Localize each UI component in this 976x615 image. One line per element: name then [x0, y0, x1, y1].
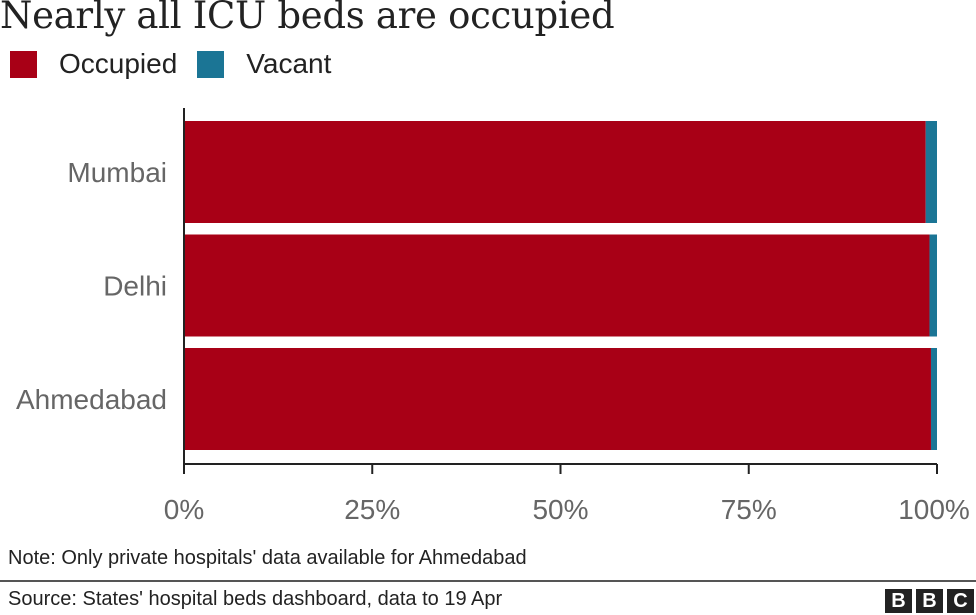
- x-tick-label: 100%: [898, 494, 970, 525]
- bar-occupied-ahmedabad: [184, 348, 931, 450]
- legend: Occupied Vacant: [10, 48, 351, 80]
- bbc-logo-block: B: [885, 589, 912, 613]
- bar-occupied-mumbai: [184, 121, 926, 223]
- bbc-logo-block: C: [947, 589, 974, 613]
- x-tick-label: 25%: [344, 494, 400, 525]
- legend-swatch-occupied: [10, 50, 37, 78]
- category-label: Ahmedabad: [16, 384, 167, 415]
- bar-vacant-ahmedabad: [930, 348, 937, 450]
- x-tick-label: 0%: [164, 494, 204, 525]
- category-label: Delhi: [103, 271, 167, 302]
- bar-chart: Mumbai Delhi Ahmedabad 0% 25% 50% 75% 100%: [16, 108, 970, 525]
- legend-item-vacant: Vacant: [197, 48, 331, 80]
- bbc-logo-block: B: [916, 589, 943, 613]
- legend-swatch-vacant: [197, 50, 225, 78]
- legend-label-vacant: Vacant: [246, 48, 332, 79]
- x-tick-label: 50%: [532, 494, 588, 525]
- legend-item-occupied: Occupied: [10, 48, 177, 80]
- x-tick-label: 75%: [721, 494, 777, 525]
- legend-label-occupied: Occupied: [59, 48, 178, 79]
- chart-source: Source: States' hospital beds dashboard,…: [8, 588, 503, 610]
- bar-vacant-delhi: [929, 234, 937, 337]
- bar-occupied-delhi: [184, 234, 930, 337]
- chart-title: Nearly all ICU beds are occupied: [0, 0, 615, 37]
- category-label: Mumbai: [67, 157, 167, 188]
- bar-vacant-mumbai: [925, 121, 937, 223]
- footer-divider: [0, 580, 976, 582]
- bbc-logo: B B C: [881, 589, 974, 613]
- chart-note: Note: Only private hospitals' data avail…: [8, 547, 527, 569]
